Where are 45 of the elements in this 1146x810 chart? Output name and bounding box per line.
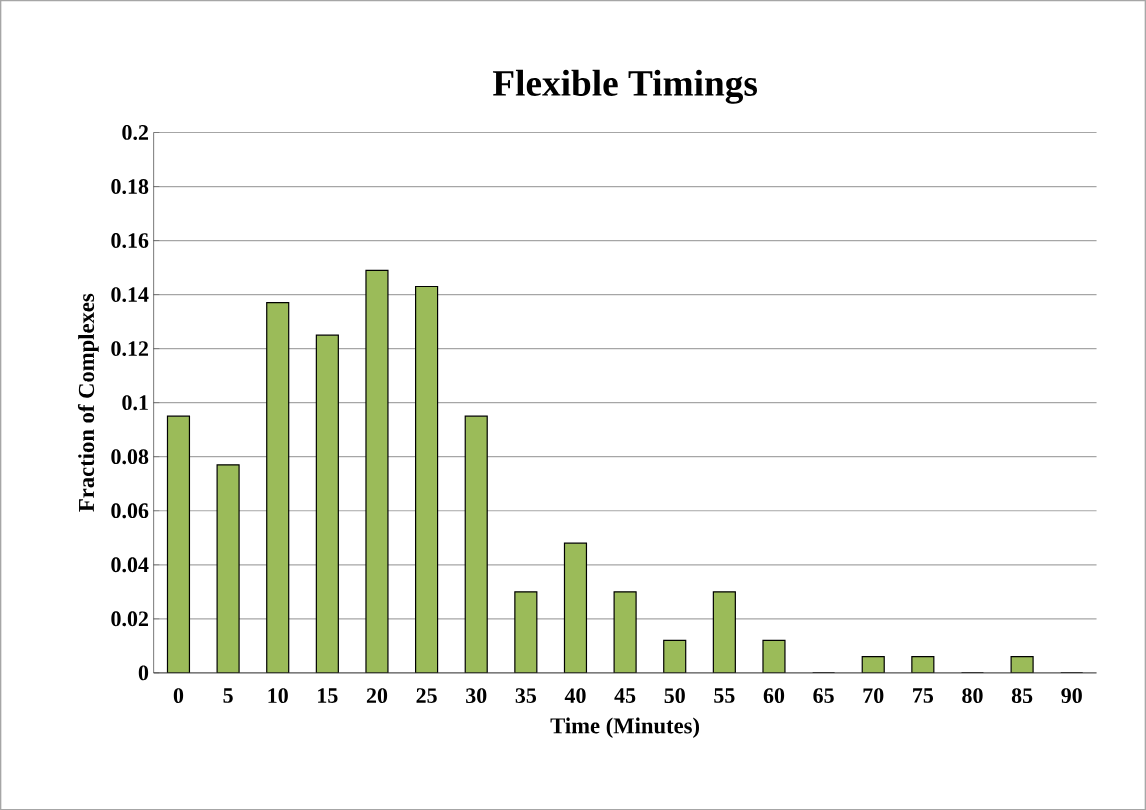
- bar: [712, 591, 736, 673]
- y-tick-label: 0.02: [111, 611, 149, 627]
- bar: [315, 334, 339, 673]
- x-tick-label: 60: [763, 688, 785, 703]
- x-tick-label: 55: [714, 688, 735, 703]
- x-tick-label: 85: [1011, 688, 1033, 703]
- bar: [663, 639, 687, 673]
- x-tick-label: 75: [913, 688, 934, 703]
- bar: [166, 415, 191, 673]
- x-tick-label: 25: [416, 688, 437, 703]
- bar: [514, 591, 538, 673]
- y-tick-label: 0.08: [111, 449, 149, 464]
- y-tick-label: 0.1: [122, 395, 148, 410]
- y-tick-label: 0.12: [111, 340, 149, 356]
- y-tick-label: 0: [138, 665, 149, 681]
- x-tick-label: 50: [664, 688, 685, 703]
- x-tick-label: 40: [564, 688, 586, 703]
- x-tick-label: 90: [1061, 688, 1082, 703]
- y-axis-title: Fraction of Complexes: [77, 293, 99, 512]
- y-tick-label: 0.2: [122, 124, 149, 140]
- bar: [216, 464, 240, 673]
- bar: [613, 591, 637, 673]
- x-tick-label: 80: [962, 688, 983, 703]
- x-tick-label: 35: [515, 688, 537, 703]
- bar: [464, 415, 488, 673]
- x-tick-label: 20: [366, 688, 388, 703]
- x-tick-label: 15: [318, 688, 338, 703]
- x-tick-label: 70: [863, 688, 884, 703]
- x-tick-label: 65: [813, 688, 834, 703]
- chart-title: Flexible Timings: [492, 69, 757, 104]
- y-tick-label: 0.14: [111, 286, 149, 302]
- bar: [266, 301, 290, 673]
- bar: [365, 269, 389, 673]
- bar: [415, 285, 439, 673]
- x-tick-label: 10: [268, 688, 288, 703]
- x-tick-label: 30: [466, 688, 487, 703]
- y-tick-label: 0.18: [111, 178, 149, 194]
- x-tick-label: 45: [614, 688, 636, 703]
- y-tick-label: 0.04: [111, 557, 149, 573]
- bar: [563, 542, 588, 673]
- y-tick-label: 0.06: [111, 503, 149, 519]
- y-tick-label: 0.16: [111, 232, 149, 248]
- x-tick-label: 0: [173, 688, 184, 703]
- x-axis-title: Time (Minutes): [550, 717, 700, 738]
- x-tick-label: 5: [223, 688, 233, 703]
